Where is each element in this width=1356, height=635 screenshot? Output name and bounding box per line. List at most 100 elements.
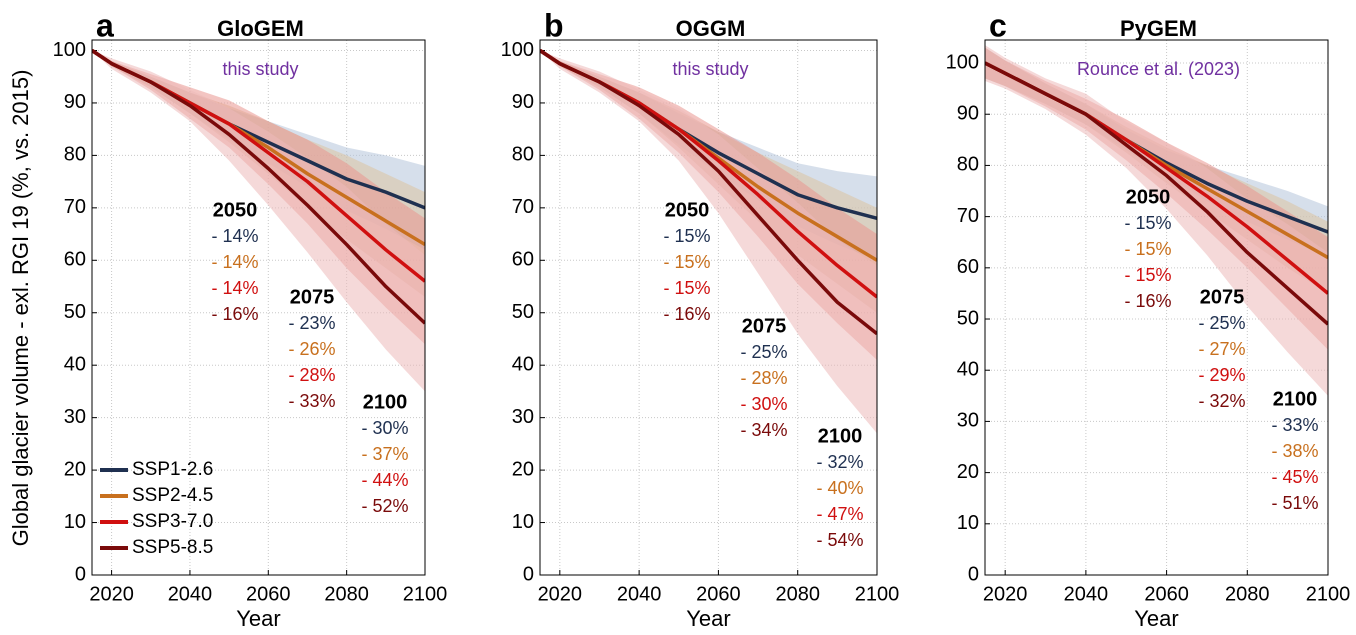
annotation-year: 2100 xyxy=(363,391,408,413)
y-tick-label: 50 xyxy=(957,307,979,329)
y-tick-label: 70 xyxy=(512,196,534,218)
y-tick-label: 80 xyxy=(957,154,979,176)
y-tick-label: 90 xyxy=(512,91,534,113)
uncertainty-band xyxy=(92,50,425,345)
annotation-label: - 28% xyxy=(288,365,335,385)
annotation-label: - 14% xyxy=(211,278,258,298)
annotation-label: - 25% xyxy=(740,342,787,362)
annotation-label: - 33% xyxy=(1271,415,1318,435)
annotation-label: - 14% xyxy=(211,252,258,272)
annotation-label: - 44% xyxy=(361,470,408,490)
annotation-label: - 16% xyxy=(211,304,258,324)
annotation-label: - 15% xyxy=(663,226,710,246)
x-axis-label: Year xyxy=(236,606,280,631)
annotation-label: - 47% xyxy=(816,504,863,524)
annotation-label: - 29% xyxy=(1198,365,1245,385)
y-tick-label: 80 xyxy=(64,144,86,166)
annotation-label: - 28% xyxy=(740,368,787,388)
annotation-label: - 25% xyxy=(1198,313,1245,333)
y-tick-label: 0 xyxy=(968,563,979,585)
annotation-label: - 15% xyxy=(663,278,710,298)
x-tick-label: 2020 xyxy=(89,583,134,605)
annotation-label: - 52% xyxy=(361,496,408,516)
annotation-year: 2075 xyxy=(1200,286,1245,308)
x-tick-label: 2100 xyxy=(855,583,900,605)
y-tick-label: 50 xyxy=(64,301,86,323)
y-tick-label: 40 xyxy=(957,358,979,380)
series-line xyxy=(92,49,425,325)
annotation-label: - 16% xyxy=(663,304,710,324)
y-tick-label: 10 xyxy=(64,511,86,533)
annotation-label: - 54% xyxy=(816,530,863,550)
legend-label: SSP1-2.6 xyxy=(132,459,213,480)
chart-subtitle: this study xyxy=(672,59,748,79)
y-tick-label: 90 xyxy=(64,91,86,113)
y-tick-label: 30 xyxy=(64,406,86,428)
x-axis-label: Year xyxy=(686,606,730,631)
y-tick-label: 20 xyxy=(64,458,86,480)
x-tick-label: 2020 xyxy=(538,583,583,605)
y-tick-label: 10 xyxy=(512,511,534,533)
annotation-label: - 38% xyxy=(1271,441,1318,461)
y-tick-label: 60 xyxy=(512,249,534,271)
annotation-label: - 26% xyxy=(288,339,335,359)
chart-title: OGGM xyxy=(676,16,746,41)
y-tick-label: 100 xyxy=(501,39,534,61)
annotation-label: - 37% xyxy=(361,444,408,464)
chart-title: PyGEM xyxy=(1120,16,1197,41)
annotation-year: 2100 xyxy=(818,425,863,447)
annotation-year: 2075 xyxy=(290,286,335,308)
annotation-label: - 51% xyxy=(1271,493,1318,513)
annotation-label: - 34% xyxy=(740,420,787,440)
y-tick-label: 30 xyxy=(512,406,534,428)
annotation-label: - 30% xyxy=(361,418,408,438)
annotation-label: - 14% xyxy=(211,226,258,246)
annotation-label: - 16% xyxy=(1124,291,1171,311)
x-tick-label: 2100 xyxy=(403,583,448,605)
annotation-label: - 40% xyxy=(816,478,863,498)
annotation-label: - 30% xyxy=(740,394,787,414)
annotation-label: - 27% xyxy=(1198,339,1245,359)
legend-label: SSP2-4.5 xyxy=(132,485,213,506)
series-line xyxy=(985,61,1328,326)
annotation-label: - 15% xyxy=(1124,213,1171,233)
panel-letter: a xyxy=(96,7,114,43)
x-tick-label: 2040 xyxy=(617,583,662,605)
chart-subtitle: this study xyxy=(222,59,298,79)
y-tick-label: 90 xyxy=(957,103,979,125)
y-tick-label: 30 xyxy=(957,410,979,432)
annotation-year: 2100 xyxy=(1273,388,1318,410)
annotation-label: - 32% xyxy=(1198,391,1245,411)
y-tick-label: 0 xyxy=(75,563,86,585)
x-tick-label: 2040 xyxy=(1064,583,1109,605)
annotation-label: - 23% xyxy=(288,313,335,333)
y-tick-label: 20 xyxy=(512,458,534,480)
chart-subtitle: Rounce et al. (2023) xyxy=(1077,59,1240,79)
y-tick-label: 60 xyxy=(64,249,86,271)
bands xyxy=(540,49,877,434)
y-tick-label: 40 xyxy=(512,353,534,375)
uncertainty-band xyxy=(540,50,877,360)
x-tick-label: 2040 xyxy=(168,583,213,605)
legend-label: SSP3-7.0 xyxy=(132,511,213,532)
plot-frame xyxy=(91,39,426,576)
y-tick-label: 80 xyxy=(512,144,534,166)
y-tick-label: 100 xyxy=(946,51,979,73)
annotation-label: - 33% xyxy=(288,391,335,411)
y-tick-label: 60 xyxy=(957,256,979,278)
bands xyxy=(985,45,1328,396)
plot-frame xyxy=(539,39,878,576)
y-tick-label: 0 xyxy=(523,563,534,585)
x-tick-label: 2060 xyxy=(246,583,291,605)
y-tick-label: 50 xyxy=(512,301,534,323)
y-axis-label: Global glacier volume - exl. RGI 19 (%, … xyxy=(8,70,33,547)
y-tick-label: 10 xyxy=(957,512,979,534)
y-tick-label: 40 xyxy=(64,353,86,375)
annotation-year: 2050 xyxy=(1126,186,1171,208)
plot-frame xyxy=(984,39,1329,576)
x-tick-label: 2080 xyxy=(1225,583,1270,605)
x-tick-label: 2080 xyxy=(324,583,369,605)
annotation-label: - 32% xyxy=(816,452,863,472)
series-line xyxy=(540,49,877,336)
